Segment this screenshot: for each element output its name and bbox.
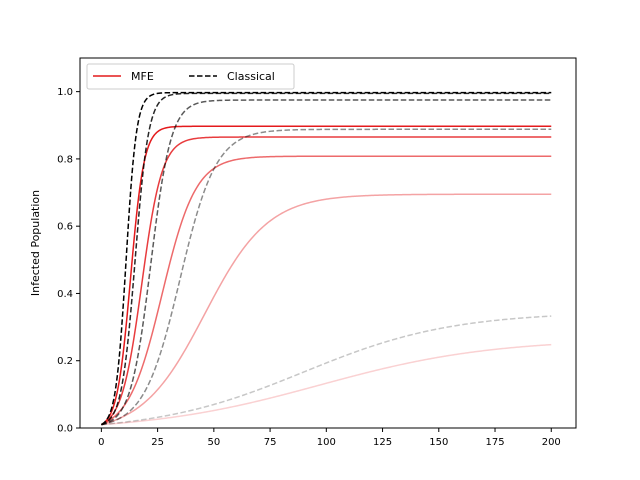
- mfe-series-line: [101, 136, 552, 426]
- classical-series-line: [101, 128, 552, 426]
- y-tick-label: 1.0: [57, 87, 73, 98]
- x-tick-label: 125: [373, 437, 392, 448]
- mfe-series-line: [100, 125, 552, 426]
- y-axis-label: Infected Population: [29, 190, 42, 296]
- classical-series-line: [101, 92, 552, 426]
- classical-series-line: [101, 99, 552, 426]
- x-tick-label: 25: [151, 437, 164, 448]
- x-tick-label: 150: [429, 437, 448, 448]
- mfe-series-line: [101, 193, 552, 426]
- legend-classical-label: Classical: [227, 70, 275, 83]
- y-tick-label: 0.6: [57, 222, 73, 233]
- legend-mfe-label: MFE: [131, 70, 154, 83]
- classical-series-line: [100, 91, 552, 426]
- mfe-series-line: [101, 343, 552, 426]
- y-tick-label: 0.0: [57, 424, 73, 435]
- y-axis: 0.0 0.2 0.4 0.6 0.8 1.0: [57, 87, 80, 435]
- legend: MFE Classical: [86, 63, 295, 90]
- y-tick-label: 0.2: [57, 356, 73, 367]
- x-tick-label: 0: [98, 437, 104, 448]
- series-layer: [100, 91, 552, 426]
- x-tick-label: 175: [485, 437, 504, 448]
- y-tick-label: 0.8: [57, 154, 73, 165]
- x-axis: 0 25 50 75 100 125 150 175 200: [98, 428, 561, 448]
- x-tick-label: 50: [207, 437, 220, 448]
- mfe-series-line: [101, 155, 552, 426]
- x-tick-label: 75: [264, 437, 277, 448]
- classical-series-line: [101, 315, 552, 426]
- x-tick-label: 100: [317, 437, 336, 448]
- plot-frame: [79, 57, 577, 429]
- x-tick-label: 200: [542, 437, 561, 448]
- y-tick-label: 0.4: [57, 289, 73, 300]
